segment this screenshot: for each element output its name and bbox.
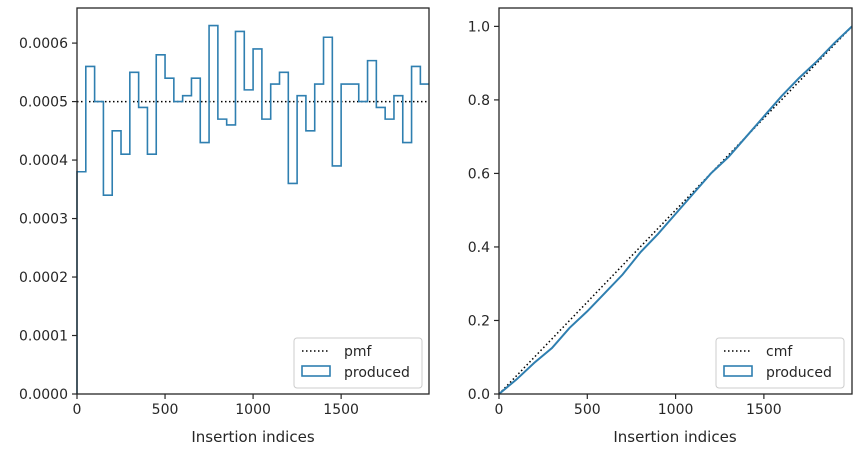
cmf-y-tick-label: 0.4 <box>468 240 490 256</box>
pmf-y-tick-label: 0.0002 <box>19 270 68 286</box>
cmf-legend-swatch-produced <box>723 365 753 377</box>
cmf-axes-frame <box>498 7 853 395</box>
pmf-x-tick-label: 1000 <box>235 402 271 418</box>
cmf-legend: cmf produced <box>715 337 845 389</box>
cmf-produced-line <box>498 25 853 395</box>
cmf-y-tick-label: 0.2 <box>468 313 490 329</box>
pmf-produced-step-line <box>76 24 429 394</box>
cmf-plot-area <box>498 25 853 395</box>
pmf-y-tick-label: 0.0001 <box>19 329 68 345</box>
cmf-legend-produced-label: produced <box>766 365 832 381</box>
cmf-x-tick-label: 1500 <box>746 402 782 418</box>
pmf-x-tick-label: 1500 <box>323 402 359 418</box>
pmf-y-tick-label: 0.0006 <box>19 36 68 52</box>
pmf-y-tick-label: 0.0004 <box>19 153 68 169</box>
pmf-y-tick-label: 0.0005 <box>19 95 68 111</box>
cmf-x-tick-label: 1000 <box>658 402 694 418</box>
pmf-x-ticks: 0 500 1000 1500 <box>73 394 359 418</box>
cmf-y-tick-label: 0.0 <box>468 387 490 403</box>
pmf-legend-label: pmf <box>344 344 373 360</box>
cmf-y-tick-label: 0.6 <box>468 166 490 182</box>
pmf-plot-area <box>76 24 429 394</box>
cmf-legend-label: cmf <box>766 344 793 360</box>
cmf-x-axis-label: Insertion indices <box>613 428 736 446</box>
pmf-legend-swatch-produced <box>301 365 331 377</box>
cmf-y-tick-label: 1.0 <box>468 19 490 35</box>
pmf-y-tick-label: 0.0003 <box>19 212 68 228</box>
pmf-legend-produced-label: produced <box>344 365 410 381</box>
pmf-y-tick-label: 0.0000 <box>19 387 68 403</box>
pmf-x-axis-label: Insertion indices <box>191 428 314 446</box>
cmf-x-ticks: 0 500 1000 1500 <box>495 394 782 418</box>
cmf-y-tick-label: 0.8 <box>468 93 490 109</box>
cmf-chart: 0 500 1000 1500 0.0 0.2 0.4 0.6 0.8 1.0 Insertio… <box>468 7 853 446</box>
pmf-x-tick-label: 0 <box>73 402 82 418</box>
cmf-y-ticks: 0.0 0.2 0.4 0.6 0.8 1.0 <box>468 19 499 403</box>
pmf-legend: pmf produced <box>293 337 423 389</box>
cmf-x-tick-label: 500 <box>574 402 601 418</box>
pmf-y-ticks: 0.0000 0.0001 0.0002 0.0003 0.0004 0.0005 0.00… <box>19 36 77 403</box>
pmf-chart: 0 500 1000 1500 0.00000.00010.00020.00030.0… <box>19 7 430 446</box>
pmf-x-tick-label: 500 <box>152 402 179 418</box>
cmf-x-tick-label: 0 <box>495 402 504 418</box>
cmf-reference-line <box>498 25 853 395</box>
